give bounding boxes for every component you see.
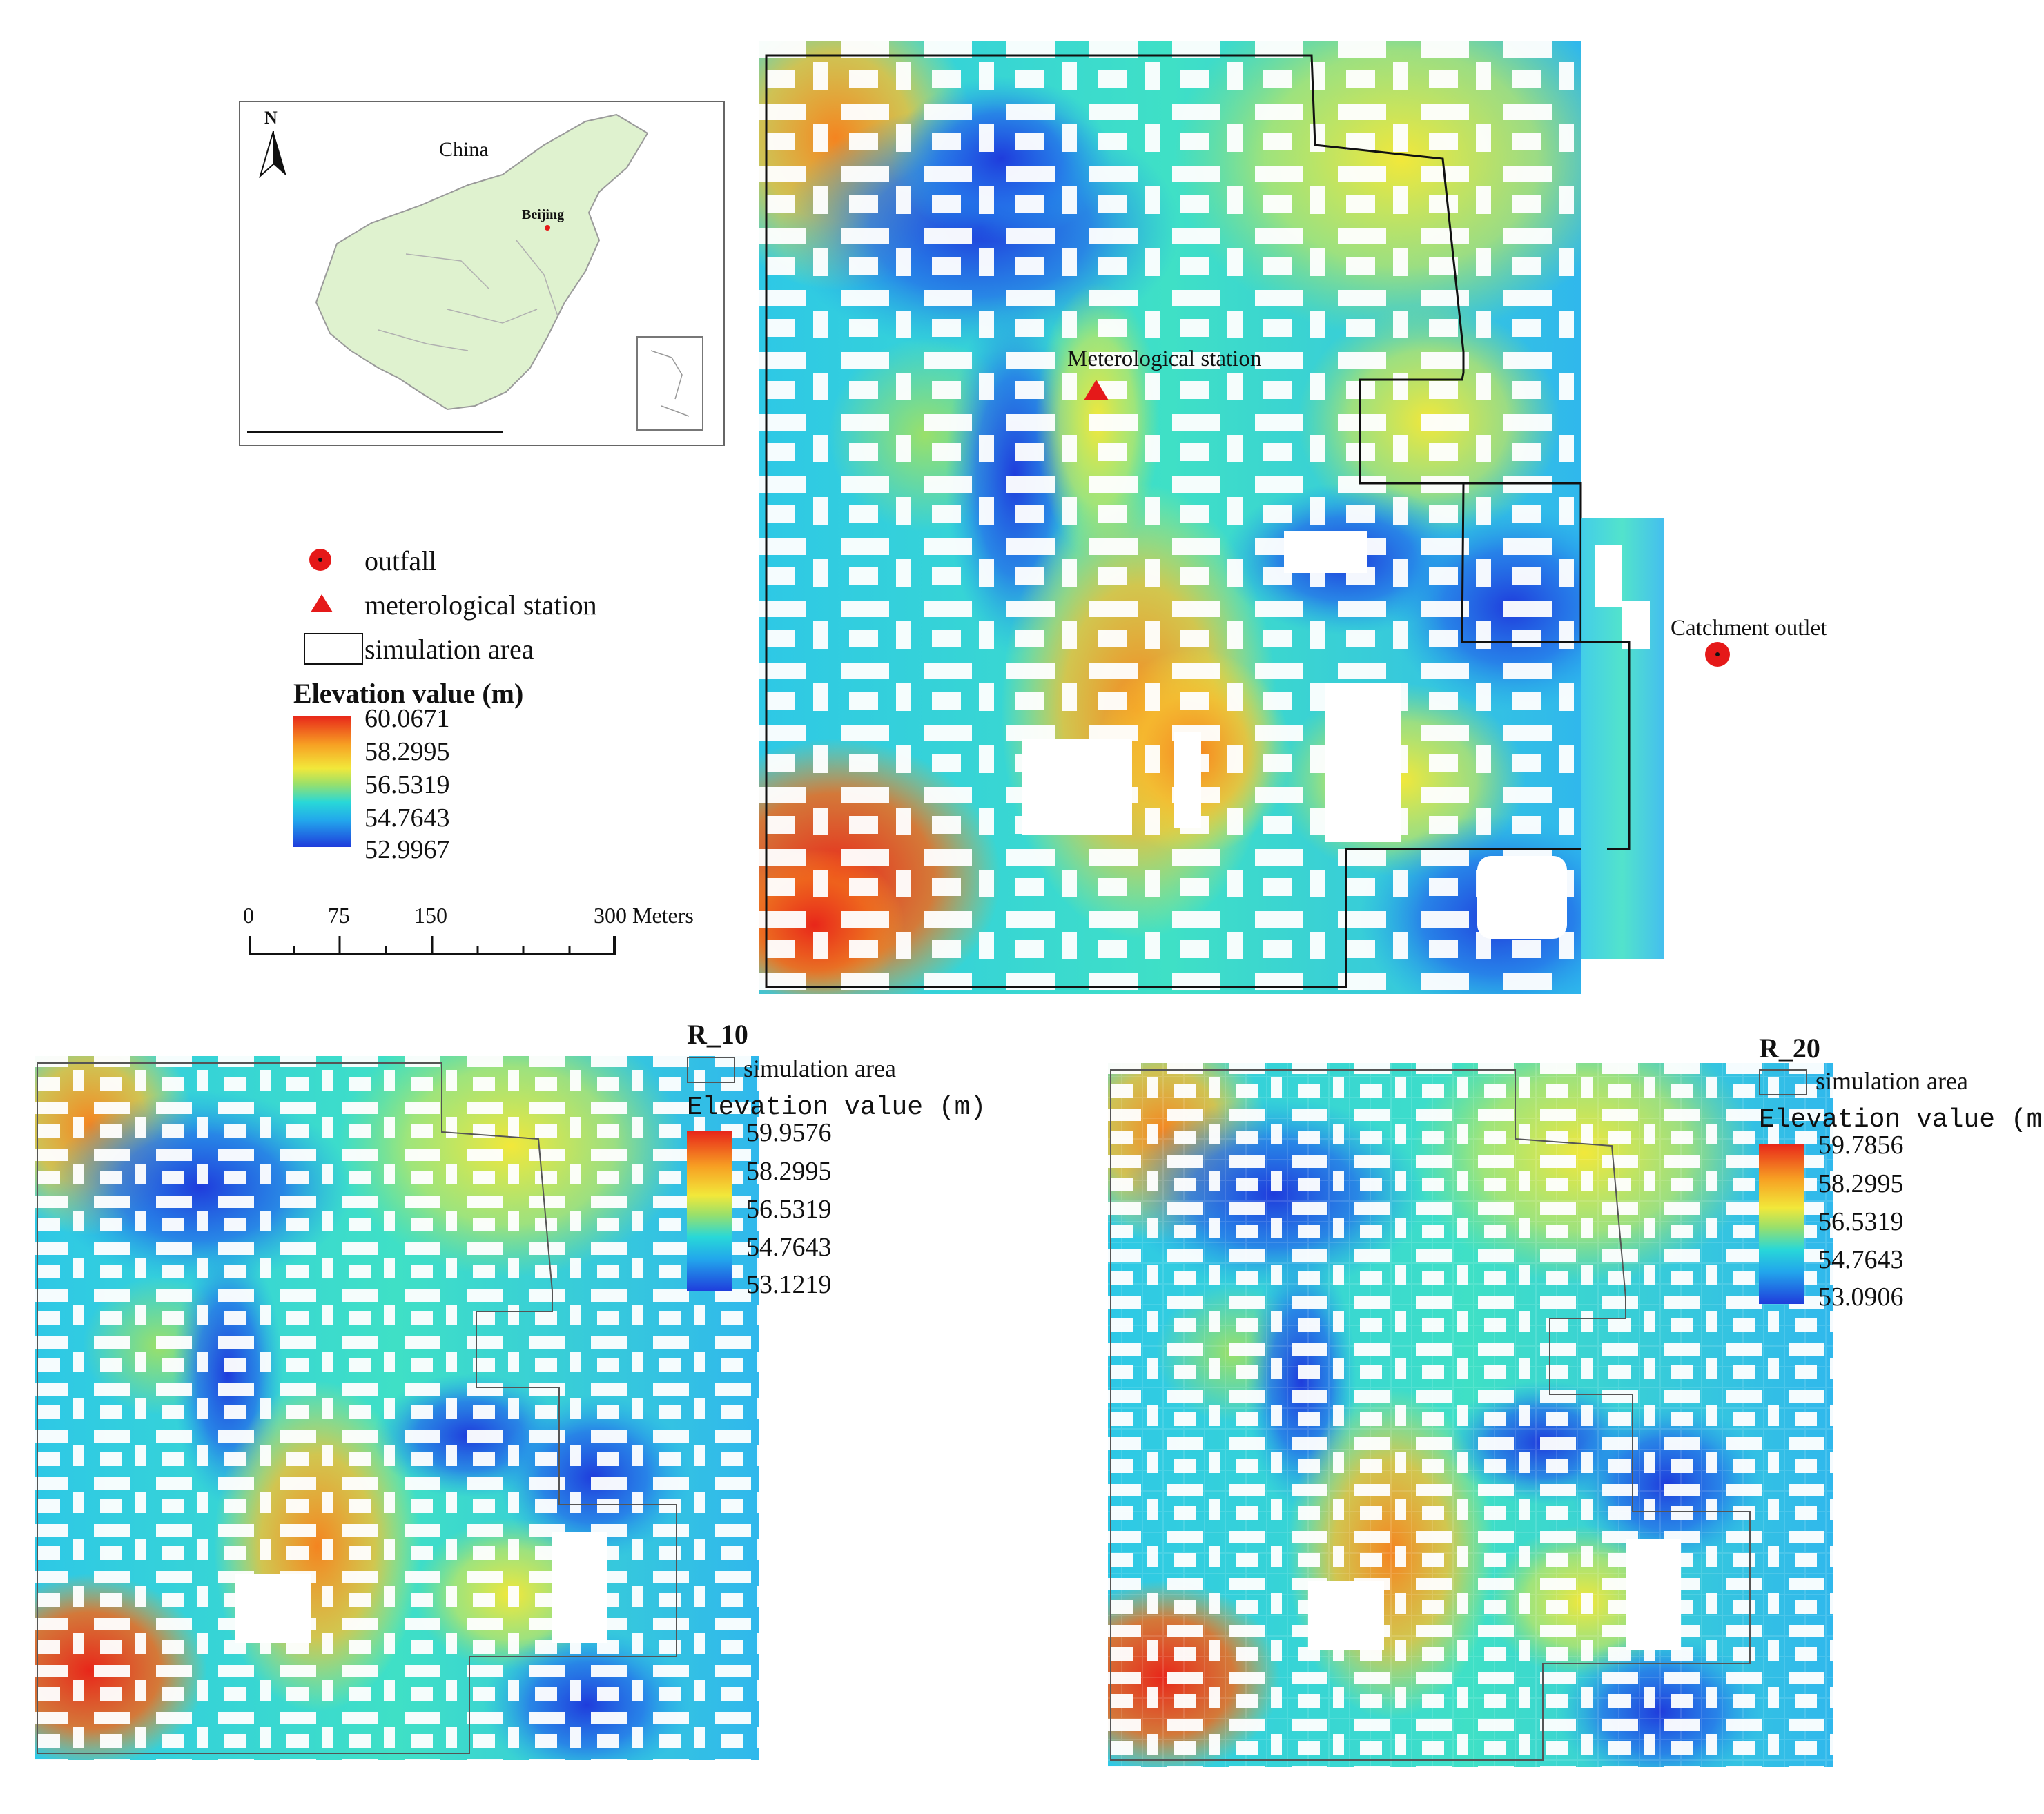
legend-simulation-area-label: simulation area [364, 634, 534, 665]
r20-elevation-title: Elevation value (m) [1759, 1105, 2044, 1135]
simulation-area-swatch [304, 633, 363, 665]
r10-title: R_10 [687, 1019, 748, 1050]
r20-elevation-map [1101, 1056, 1847, 1774]
scale-tick-150: 150 [414, 903, 447, 928]
main-elevation-map: Meterological station Catchment outlet [752, 35, 1827, 1001]
r10-legend: R_10 simulation area Elevation value (m)… [687, 1018, 986, 1308]
inset-country-label: China [439, 138, 489, 161]
r20-simulation-outline [1110, 1069, 1751, 1761]
r20-ramp-value-3: 56.5319 [1818, 1207, 1904, 1236]
r10-simulation-outline [37, 1062, 677, 1754]
r20-color-ramp [1759, 1144, 1804, 1304]
scale-bar: 0 75 150 300 Meters [235, 897, 732, 966]
simulation-area-outline [765, 54, 1610, 988]
legend-outfall-label: outfall [364, 545, 437, 576]
china-map-graphic [247, 113, 703, 433]
station-map-label: Meterological station [1067, 347, 1262, 371]
ramp-value-2: 58.2995 [364, 737, 450, 766]
outlet-map-label: Catchment outlet [1671, 616, 1827, 641]
r20-title: R_20 [1759, 1033, 1820, 1064]
r10-ramp-value-5: 53.1219 [746, 1270, 832, 1299]
elevation-color-ramp [293, 716, 351, 847]
ramp-value-4: 54.7643 [364, 803, 450, 832]
r10-map-canvas [35, 1056, 773, 1767]
outfall-marker-icon [309, 549, 331, 571]
inset-city-label: Beijing [522, 207, 565, 222]
legend-elevation-title: Elevation value (m) [293, 678, 524, 709]
ramp-value-3: 56.5319 [364, 770, 450, 799]
r20-ramp-value-2: 58.2995 [1818, 1169, 1904, 1198]
r20-legend: R_20 simulation area Elevation value (m)… [1759, 1032, 2044, 1322]
scale-bar-graphic [249, 936, 616, 955]
r20-simulation-label: simulation area [1816, 1067, 1968, 1095]
ramp-value-5: 52.9967 [364, 835, 450, 864]
r10-simulation-swatch [687, 1057, 735, 1083]
r20-ramp-value-5: 53.0906 [1818, 1283, 1904, 1311]
main-legend: outfall meterological station simulation… [293, 542, 732, 873]
r20-map-canvas [1108, 1063, 1847, 1774]
north-arrow-icon [259, 131, 286, 179]
r10-simulation-label: simulation area [743, 1055, 896, 1082]
r10-elevation-map [28, 1049, 773, 1767]
ramp-value-1: 60.0671 [364, 704, 450, 733]
scale-tick-0: 0 [243, 903, 254, 928]
scale-tick-75: 75 [328, 903, 350, 928]
r10-ramp-value-1: 59.9576 [746, 1118, 832, 1147]
north-arrow-label: N [264, 108, 278, 128]
r20-simulation-swatch [1759, 1069, 1807, 1095]
scale-tick-300: 300 Meters [594, 903, 694, 928]
r10-ramp-value-3: 56.5319 [746, 1195, 832, 1224]
r10-ramp-value-4: 54.7643 [746, 1233, 832, 1262]
r20-ramp-value-4: 54.7643 [1818, 1245, 1904, 1274]
r20-ramp-value-1: 59.7856 [1818, 1131, 1904, 1160]
beijing-marker [545, 225, 550, 231]
inset-locator-map: N China Beijing [239, 101, 725, 446]
r10-color-ramp [687, 1131, 732, 1291]
main-map-canvas [759, 41, 1746, 1001]
station-marker [1084, 380, 1109, 400]
legend-station-label: meterological station [364, 589, 597, 621]
south-china-sea-inset [636, 336, 703, 431]
r10-elevation-title: Elevation value (m) [687, 1093, 986, 1122]
r10-ramp-value-2: 58.2995 [746, 1157, 832, 1186]
station-triangle-icon [311, 594, 333, 612]
